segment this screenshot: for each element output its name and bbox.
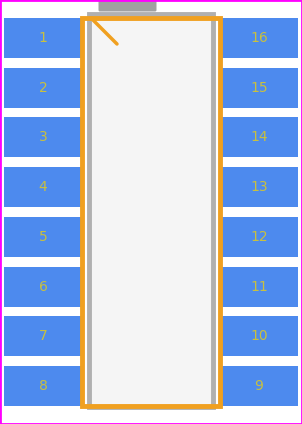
- Text: 16: 16: [250, 31, 268, 45]
- Bar: [220, 316, 298, 356]
- Bar: [4, 217, 82, 257]
- Bar: [82, 18, 220, 406]
- Text: 7: 7: [39, 329, 47, 343]
- Text: 12: 12: [250, 230, 268, 244]
- Text: 5: 5: [39, 230, 47, 244]
- Bar: [4, 18, 82, 58]
- Bar: [220, 117, 298, 157]
- Text: 9: 9: [255, 379, 263, 393]
- Bar: [4, 267, 82, 307]
- Text: 3: 3: [39, 131, 47, 145]
- Text: 13: 13: [250, 180, 268, 194]
- Bar: [220, 366, 298, 406]
- Bar: [220, 217, 298, 257]
- Bar: [220, 267, 298, 307]
- Text: 4: 4: [39, 180, 47, 194]
- Bar: [220, 68, 298, 108]
- Bar: [220, 167, 298, 207]
- Bar: [220, 18, 298, 58]
- Bar: [4, 68, 82, 108]
- Text: 6: 6: [39, 279, 47, 293]
- Text: 14: 14: [250, 131, 268, 145]
- Text: 15: 15: [250, 81, 268, 95]
- Text: 2: 2: [39, 81, 47, 95]
- Bar: [4, 366, 82, 406]
- Bar: [89, 14, 213, 407]
- Text: 8: 8: [39, 379, 47, 393]
- Bar: [4, 167, 82, 207]
- FancyBboxPatch shape: [98, 0, 156, 11]
- Bar: [4, 316, 82, 356]
- Text: 1: 1: [39, 31, 47, 45]
- Bar: [4, 117, 82, 157]
- Text: 10: 10: [250, 329, 268, 343]
- Text: 11: 11: [250, 279, 268, 293]
